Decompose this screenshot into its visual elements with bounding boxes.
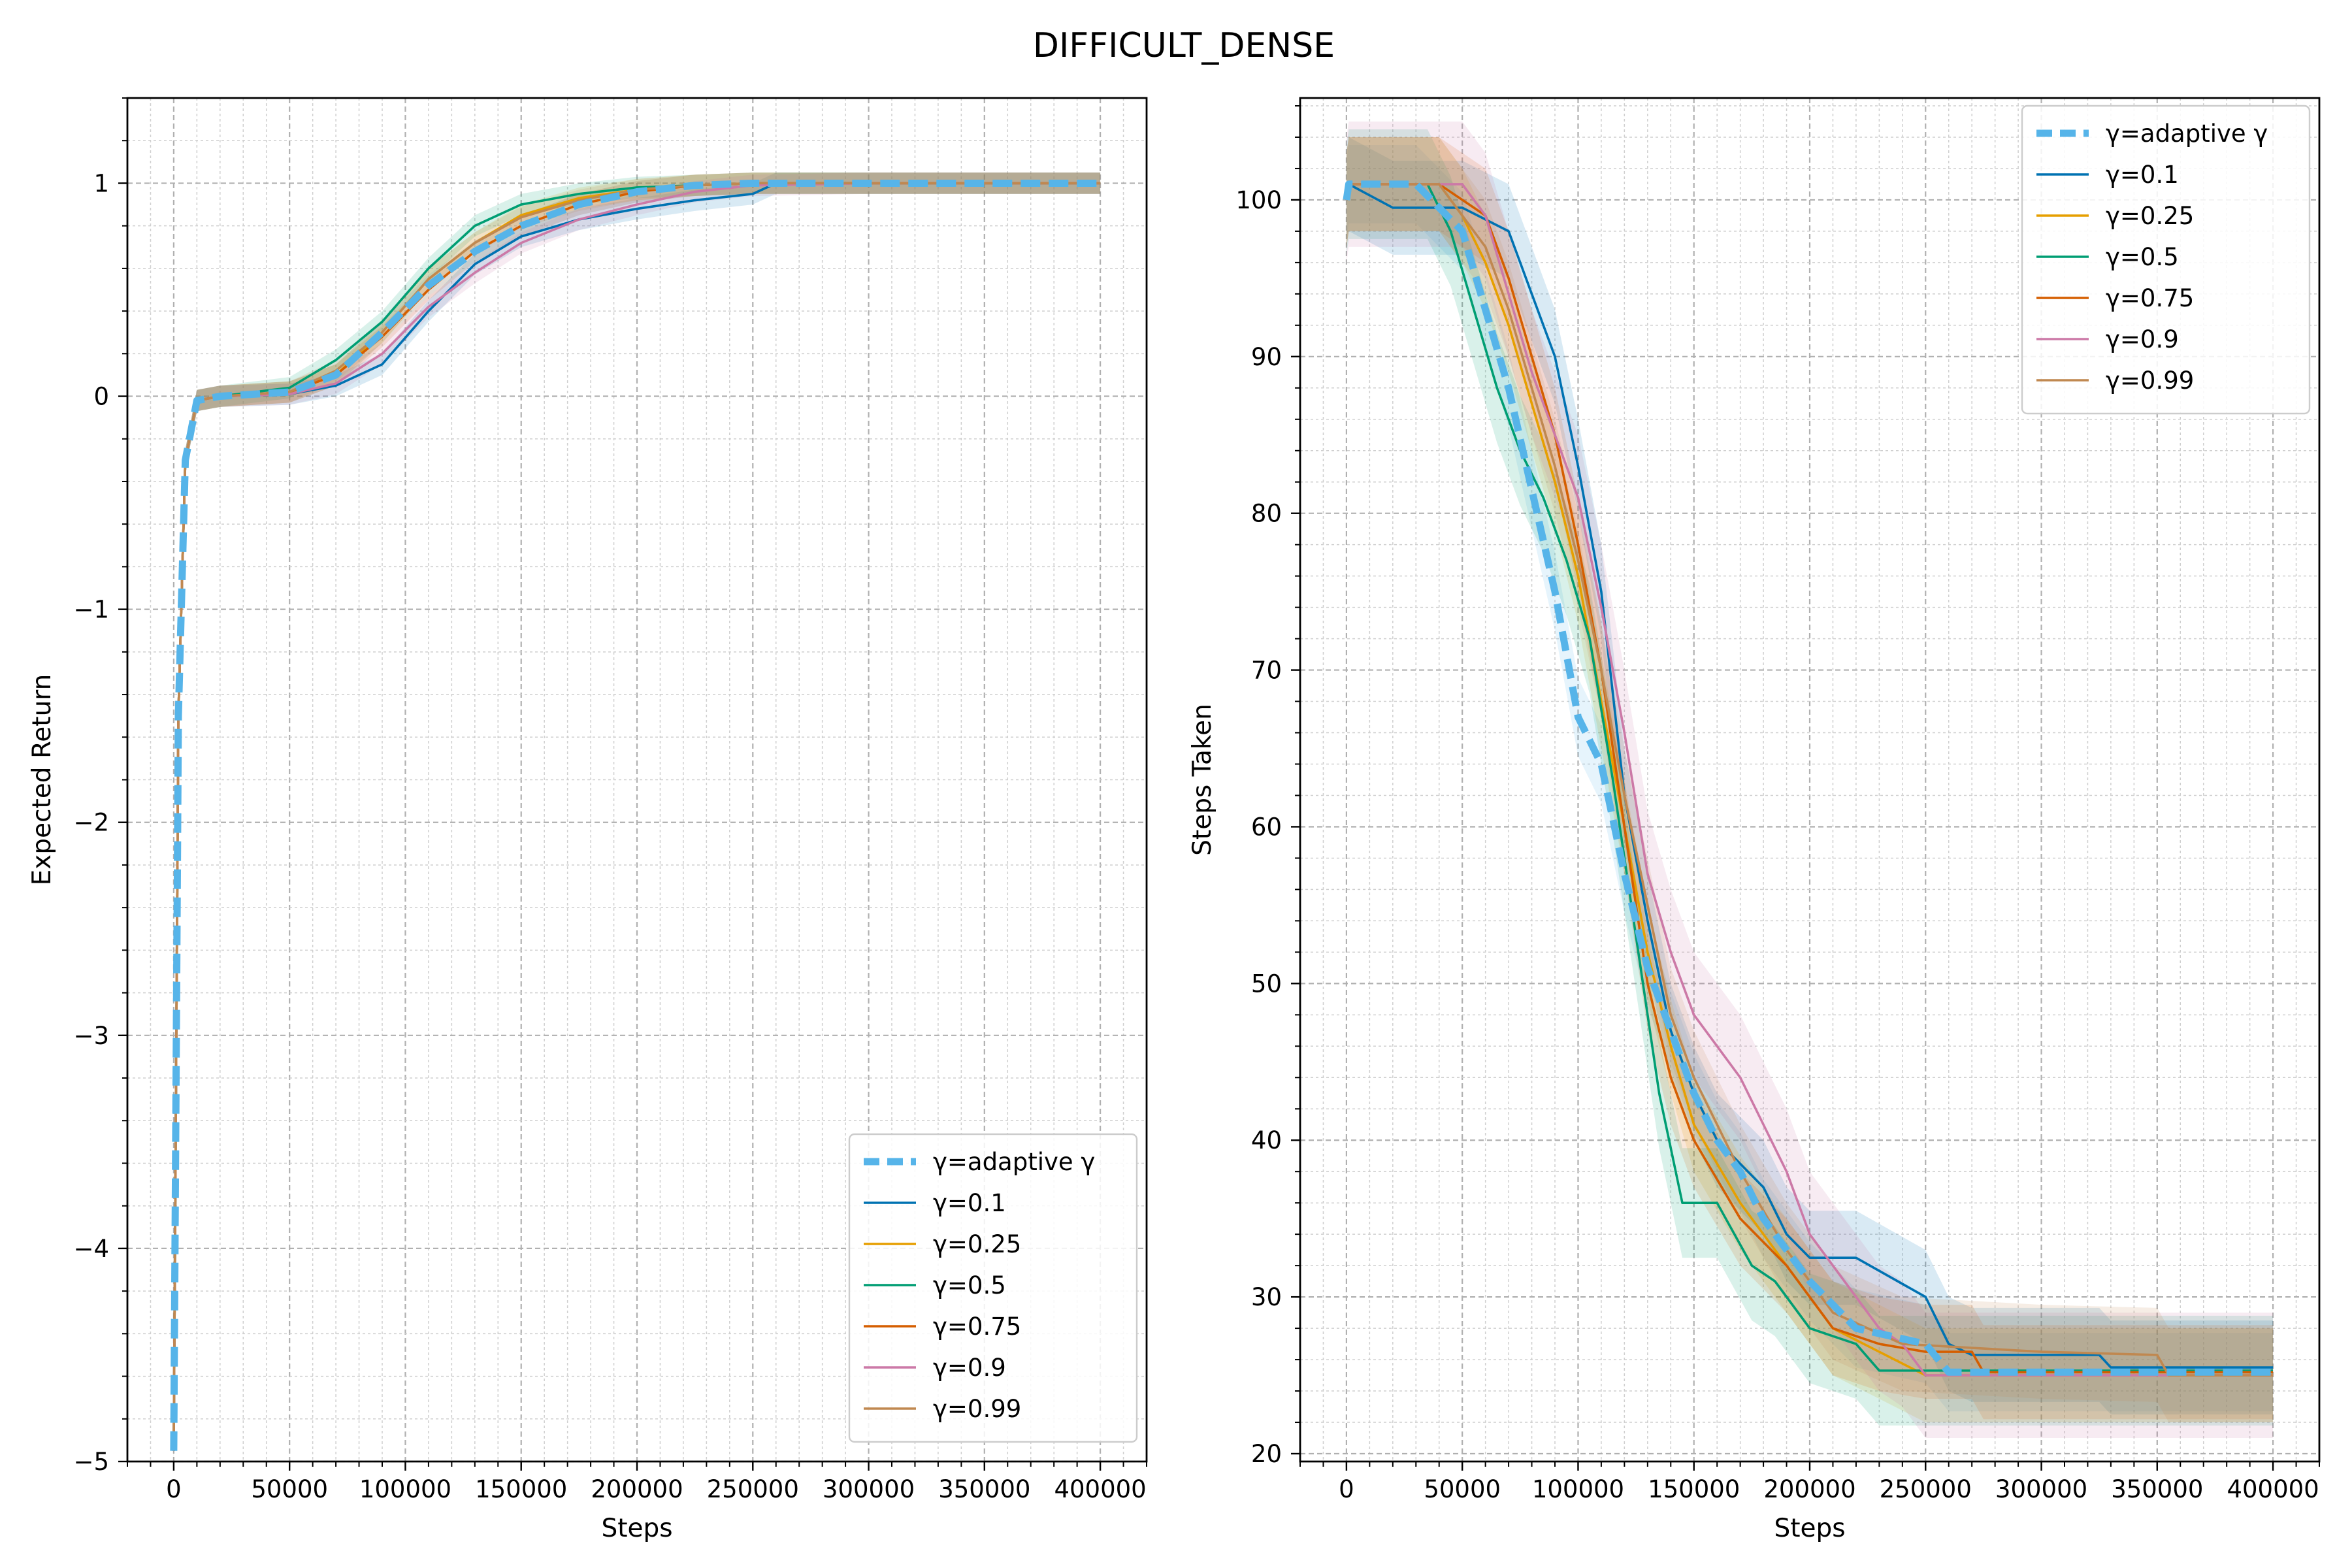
x-tick-label: 350000 (2111, 1475, 2203, 1503)
series-line-3 (1345, 183, 2274, 1372)
legend-label-0: γ=adaptive γ (933, 1148, 1095, 1176)
x-axis-label: Steps (601, 1514, 672, 1543)
legend-label-1: γ=0.1 (933, 1189, 1006, 1217)
y-axis-label: Expected Return (27, 674, 57, 886)
band-series-5 (1346, 121, 2274, 1439)
legend-label-5: γ=0.9 (2106, 325, 2179, 353)
legend-label-3: γ=0.5 (933, 1271, 1006, 1299)
figure-title: DIFFICULT_DENSE (1033, 26, 1335, 65)
legend-label-3: γ=0.5 (2106, 243, 2179, 271)
x-tick-label: 100000 (359, 1475, 451, 1503)
y-tick-label: 100 (1235, 186, 1282, 214)
series-lines (170, 179, 1101, 1451)
x-tick-label: 50000 (251, 1475, 328, 1503)
legend-label-6: γ=0.99 (2106, 367, 2194, 395)
legend: γ=adaptive γ γ=0.1 γ=0.25 γ=0.5 γ=0.75 γ=0.9 γ… (848, 1133, 1138, 1443)
y-tick-label: 20 (1251, 1440, 1282, 1468)
series-line-0 (170, 179, 1101, 1451)
legend-label-6: γ=0.99 (933, 1395, 1021, 1423)
series-line-5 (1345, 183, 2274, 1377)
band-series-1 (1346, 137, 2274, 1415)
y-tick-label: 0 (93, 383, 109, 411)
legend-label-4: γ=0.75 (933, 1313, 1021, 1341)
y-tick-label: 60 (1251, 813, 1282, 841)
legend-box (848, 1133, 1138, 1443)
band-series-3 (1346, 129, 2274, 1426)
legend-box (2021, 105, 2311, 415)
series-line-6 (1345, 183, 2274, 1377)
x-tick-label: 200000 (1763, 1475, 1855, 1503)
legend-label-5: γ=0.9 (933, 1354, 1006, 1382)
y-tick-label: −1 (73, 596, 109, 624)
legend-label-0: γ=adaptive γ (2106, 120, 2268, 148)
y-tick-label: 80 (1251, 500, 1282, 528)
series-line-0 (1343, 180, 2274, 1376)
x-tick-label: 250000 (1880, 1475, 1972, 1503)
y-axis-label: Steps Taken (1188, 704, 1217, 856)
x-tick-label: 150000 (1648, 1475, 1740, 1503)
legend: γ=adaptive γ γ=0.1 γ=0.25 γ=0.5 γ=0.75 γ=0.9 γ… (2021, 105, 2311, 415)
panel-steps-taken: 0 50000 100000 150000 200000 250000 300000 3500… (1188, 97, 2321, 1543)
legend-label-2: γ=0.25 (933, 1230, 1021, 1258)
series-lines (1343, 180, 2274, 1377)
y-tick-label: −4 (73, 1235, 109, 1263)
legend-label-4: γ=0.75 (2106, 284, 2194, 312)
x-axis-label: Steps (1774, 1514, 1845, 1543)
x-tick-label: 400000 (1054, 1475, 1146, 1503)
x-tick-label: 0 (1339, 1475, 1354, 1503)
y-tick-label: 40 (1251, 1126, 1282, 1154)
x-tick-label: 250000 (707, 1475, 799, 1503)
x-tick-label: 150000 (475, 1475, 567, 1503)
x-tick-label: 300000 (823, 1475, 915, 1503)
y-tick-label: 90 (1251, 343, 1282, 371)
legend-label-2: γ=0.25 (2106, 202, 2194, 230)
x-tick-label: 50000 (1424, 1475, 1501, 1503)
series-line-4 (1345, 183, 2274, 1374)
y-tick-label: 1 (93, 169, 109, 197)
y-tick-label: −2 (73, 809, 109, 837)
y-tick-label: −3 (73, 1022, 109, 1050)
y-tick-label: 30 (1251, 1283, 1282, 1311)
y-tick-label: 70 (1251, 657, 1282, 685)
x-tick-label: 400000 (2227, 1475, 2319, 1503)
x-tick-label: 200000 (591, 1475, 683, 1503)
bands (1346, 121, 2274, 1439)
x-tick-label: 0 (166, 1475, 182, 1503)
x-tick-label: 300000 (1995, 1475, 2087, 1503)
x-tick-label: 100000 (1532, 1475, 1624, 1503)
panel-expected-return: 0 50000 100000 150000 200000 250000 300000 3500… (27, 97, 1148, 1543)
y-tick-label: 50 (1251, 970, 1282, 998)
legend-label-1: γ=0.1 (2106, 161, 2179, 189)
y-tick-label: −5 (73, 1448, 109, 1476)
x-tick-label: 350000 (938, 1475, 1030, 1503)
